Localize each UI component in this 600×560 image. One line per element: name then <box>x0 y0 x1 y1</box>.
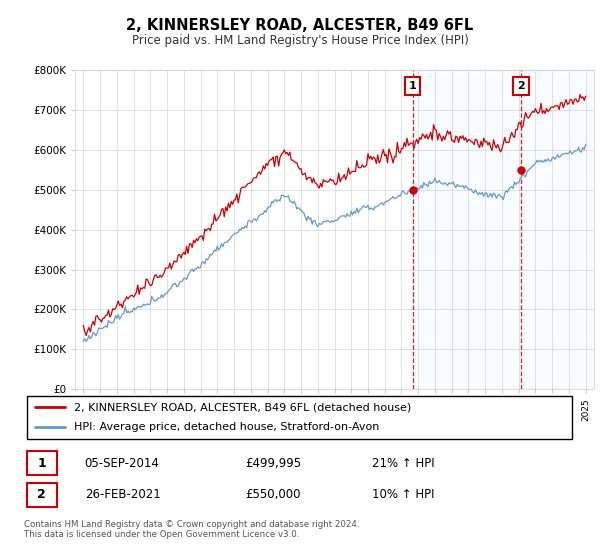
Text: 05-SEP-2014: 05-SEP-2014 <box>85 456 160 470</box>
Text: 2: 2 <box>37 488 46 501</box>
Bar <box>413 70 594 389</box>
Text: £550,000: £550,000 <box>245 488 301 501</box>
Text: 2, KINNERSLEY ROAD, ALCESTER, B49 6FL: 2, KINNERSLEY ROAD, ALCESTER, B49 6FL <box>127 18 473 32</box>
Text: HPI: Average price, detached house, Stratford-on-Avon: HPI: Average price, detached house, Stra… <box>74 422 379 432</box>
Text: £499,995: £499,995 <box>245 456 301 470</box>
Text: 1: 1 <box>409 81 416 91</box>
FancyBboxPatch shape <box>27 396 572 438</box>
FancyBboxPatch shape <box>27 483 57 507</box>
FancyBboxPatch shape <box>27 451 57 475</box>
Text: 10% ↑ HPI: 10% ↑ HPI <box>372 488 434 501</box>
Text: Contains HM Land Registry data © Crown copyright and database right 2024.
This d: Contains HM Land Registry data © Crown c… <box>24 520 359 539</box>
Text: 26-FEB-2021: 26-FEB-2021 <box>85 488 160 501</box>
Text: 2, KINNERSLEY ROAD, ALCESTER, B49 6FL (detached house): 2, KINNERSLEY ROAD, ALCESTER, B49 6FL (d… <box>74 402 411 412</box>
Text: 2: 2 <box>517 81 525 91</box>
Text: Price paid vs. HM Land Registry's House Price Index (HPI): Price paid vs. HM Land Registry's House … <box>131 34 469 47</box>
Text: 1: 1 <box>37 456 46 470</box>
Text: 21% ↑ HPI: 21% ↑ HPI <box>372 456 434 470</box>
